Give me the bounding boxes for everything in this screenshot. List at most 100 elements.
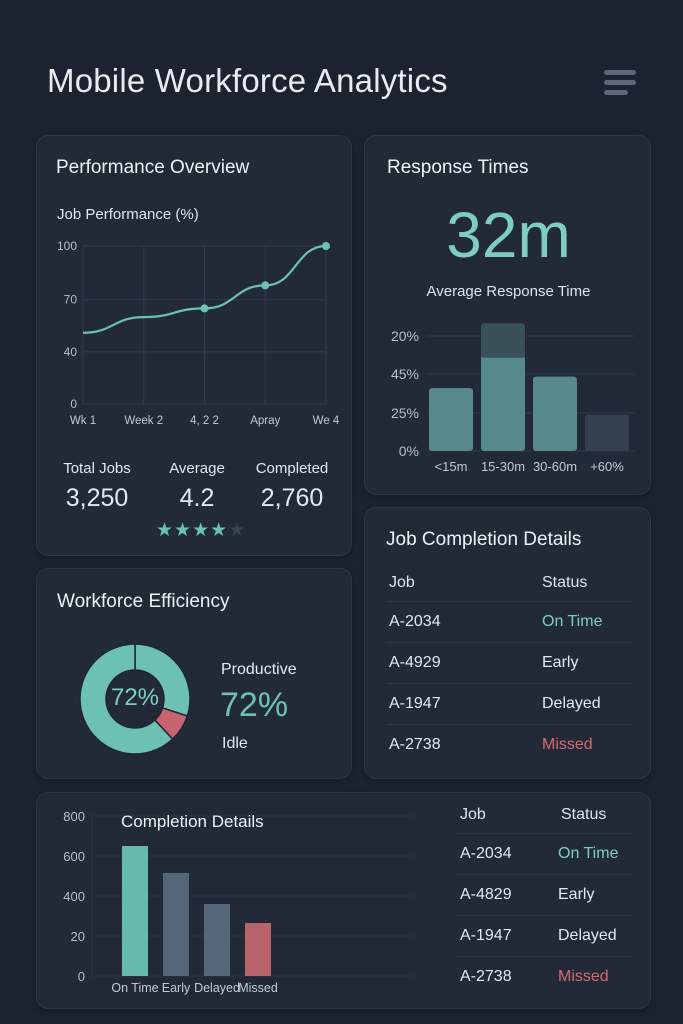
- table-row[interactable]: A-2034 On Time: [386, 601, 633, 642]
- x-tick-label: <15m: [435, 459, 468, 474]
- stat-value-total-jobs: 3,250: [65, 484, 129, 512]
- star-filled-icon: ★: [174, 520, 193, 541]
- job-status: Missed: [542, 736, 593, 753]
- card-title: Workforce Efficiency: [57, 591, 230, 612]
- x-tick-label: On Time: [111, 981, 158, 995]
- y-tick-label: 25%: [391, 405, 419, 421]
- y-tick-label: 45%: [391, 366, 419, 382]
- menu-line: [604, 70, 636, 75]
- star-filled-icon: ★: [156, 520, 175, 541]
- chart-title: Job Performance (%): [57, 206, 199, 223]
- bar: [481, 355, 525, 451]
- y-tick-label: 70: [64, 293, 78, 307]
- app-title: Mobile Workforce Analytics: [47, 62, 448, 99]
- table-row[interactable]: A-4929 Early: [386, 642, 633, 683]
- x-tick-label: 15-30m: [481, 459, 525, 474]
- column-header-job: Job: [460, 806, 486, 823]
- x-tick-label: 4, 2 2: [190, 415, 219, 427]
- x-tick-label: 30-60m: [533, 459, 577, 474]
- legend-productive-label: Productive: [221, 661, 297, 678]
- star-filled-icon: ★: [210, 520, 229, 541]
- completion-details-card: 0 20 400 600 800 On Time Early Delayed Missed Co…: [36, 792, 651, 1009]
- star-filled-icon: ★: [192, 520, 211, 541]
- table-row[interactable]: A-2738 Missed: [386, 724, 633, 765]
- bar: [429, 388, 473, 451]
- column-header-status: Status: [542, 574, 588, 591]
- response-times-card: Response Times 32m Average Response Time…: [364, 135, 651, 495]
- menu-line: [604, 90, 628, 95]
- performance-overview-card: Performance Overview Job Performance (%)…: [36, 135, 352, 556]
- job-status: Delayed: [558, 927, 617, 944]
- legend-idle-label: Idle: [222, 735, 248, 752]
- data-point: [261, 281, 270, 290]
- menu-line: [604, 80, 636, 85]
- job-id: A-2034: [460, 845, 512, 862]
- response-distribution-chart: 0% 25% 45% 20% <15m 15-30m 30-60m +60%: [391, 323, 635, 474]
- y-tick-label: 0: [78, 969, 85, 984]
- star-empty-icon: ★: [228, 520, 247, 541]
- job-completion-details-card: Job Completion Details Job Status A-2034…: [364, 507, 651, 779]
- x-tick-label: Week 2: [124, 415, 163, 427]
- job-id: A-2738: [460, 968, 512, 985]
- bar: [122, 846, 148, 976]
- card-title: Response Times: [387, 157, 529, 178]
- y-tick-label: 0%: [399, 443, 419, 459]
- table-row[interactable]: A-2738 Missed: [457, 956, 633, 997]
- y-tick-label: 40: [64, 345, 78, 359]
- average-response-label: Average Response Time: [426, 283, 591, 300]
- bar: [204, 904, 230, 976]
- stat-value-average: 4.2: [179, 484, 215, 512]
- card-title: Job Completion Details: [386, 529, 582, 550]
- x-tick-label: Wk 1: [70, 415, 96, 427]
- column-header-status: Status: [561, 806, 607, 823]
- donut-slice-productive: [79, 643, 174, 755]
- y-tick-label: 400: [63, 889, 85, 904]
- x-tick-label: Apray: [250, 415, 280, 427]
- x-tick-label: Delayed: [194, 981, 240, 995]
- stat-value-completed: 2,760: [260, 484, 324, 512]
- hamburger-menu-icon[interactable]: [600, 68, 640, 98]
- table-row[interactable]: A-4829 Early: [457, 874, 633, 915]
- y-tick-label: 100: [57, 239, 77, 253]
- data-point: [200, 304, 209, 313]
- bar: [585, 414, 629, 451]
- table-row[interactable]: A-1947 Delayed: [457, 915, 633, 956]
- job-status: On Time: [542, 613, 603, 630]
- job-status: On Time: [558, 845, 619, 862]
- x-tick-label: Missed: [238, 981, 278, 995]
- efficiency-donut-chart: [79, 643, 191, 755]
- bar: [163, 873, 189, 976]
- y-tick-label: 0: [70, 397, 77, 411]
- job-id: A-2738: [389, 736, 441, 753]
- job-status: Early: [542, 654, 579, 671]
- stat-label-average: Average: [169, 460, 225, 477]
- y-tick-label: 20: [71, 929, 85, 944]
- legend-productive-value: 72%: [220, 686, 289, 724]
- stat-label-completed: Completed: [255, 460, 329, 477]
- chart-title: Completion Details: [121, 812, 264, 831]
- workforce-efficiency-card: Workforce Efficiency 72% Productive 72% …: [36, 568, 352, 779]
- job-id: A-1947: [389, 695, 441, 712]
- table-row[interactable]: A-2034 On Time: [457, 833, 633, 874]
- card-title: Performance Overview: [56, 157, 250, 178]
- x-tick-label: +60%: [590, 459, 624, 474]
- y-tick-label: 600: [63, 849, 85, 864]
- table-row[interactable]: A-1947 Delayed: [386, 683, 633, 724]
- x-tick-label: Early: [162, 981, 191, 995]
- stat-label-total-jobs: Total Jobs: [63, 460, 131, 477]
- star-rating: ★★★★★: [156, 519, 246, 542]
- job-status: Early: [558, 886, 595, 903]
- average-response-value: 32m: [446, 199, 571, 271]
- performance-line: [82, 244, 327, 334]
- bar: [533, 376, 577, 451]
- job-id: A-4829: [460, 886, 512, 903]
- y-tick-label: 20%: [391, 328, 419, 344]
- bar: [245, 923, 271, 976]
- job-performance-line-chart: 0 40 70 100 Wk 1 Week 2 4, 2 2 Apray We 4: [57, 239, 340, 427]
- bar-stacked-top: [481, 323, 525, 358]
- x-tick-label: We 4: [313, 415, 340, 427]
- job-id: A-1947: [460, 927, 512, 944]
- column-header-job: Job: [389, 574, 415, 591]
- y-tick-label: 800: [63, 809, 85, 824]
- job-id: A-4929: [389, 654, 441, 671]
